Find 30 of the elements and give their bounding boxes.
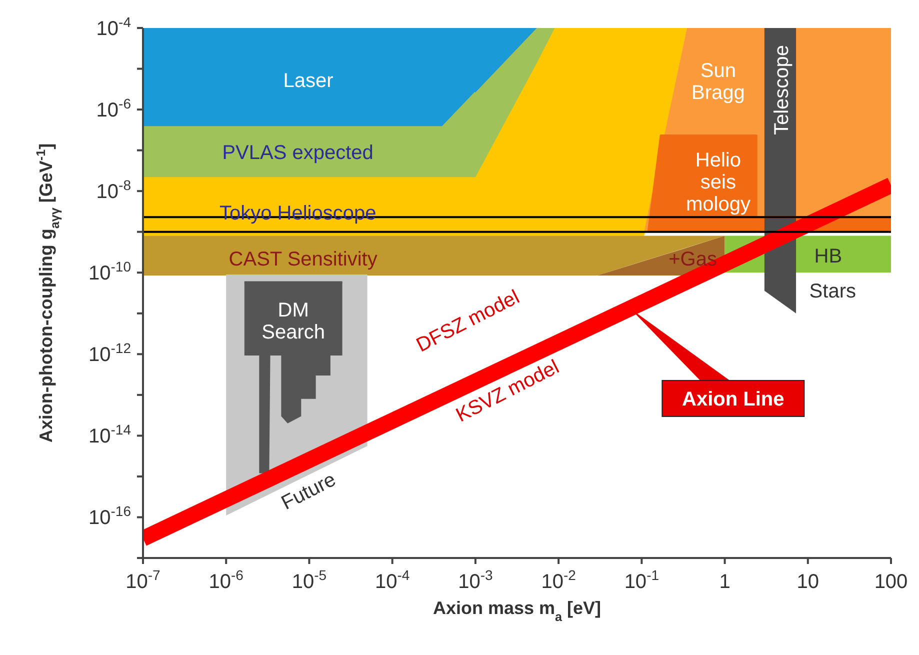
y-tick-label: 10$^{-10}$ bbox=[88, 258, 132, 285]
annotation: DM Search bbox=[262, 300, 326, 344]
annotation: CAST Sensitivity bbox=[228, 248, 378, 271]
annotation: +Gas bbox=[668, 248, 717, 271]
annotation: Sun Bragg bbox=[692, 60, 745, 104]
y-tick-label: 10$^{-6}$ bbox=[96, 96, 132, 122]
annotation: HB bbox=[814, 245, 842, 268]
annotation: Future bbox=[278, 468, 340, 515]
y-tick-label: 10$^{-16}$ bbox=[88, 503, 132, 530]
x-tick-label: 10$^{-7}$ bbox=[126, 567, 161, 593]
x-tick-label: 1 bbox=[719, 571, 730, 593]
x-tick-label: 10$^{-3}$ bbox=[458, 567, 494, 593]
annotation: Helio seis mology bbox=[686, 150, 750, 216]
y-tick-label: 10$^{-4}$ bbox=[96, 14, 132, 40]
x-axis-title: Axion mass m$_{a}$ [eV] bbox=[432, 598, 602, 624]
annotation: Laser bbox=[283, 70, 334, 92]
annotation: Stars bbox=[809, 280, 856, 302]
annotation: Telescope bbox=[771, 44, 794, 136]
x-tick-label: 100 bbox=[874, 571, 908, 593]
y-tick-label: 10$^{-14}$ bbox=[88, 422, 132, 448]
x-tick-label: 10$^{-5}$ bbox=[292, 567, 327, 593]
x-tick-label: 10$^{-1}$ bbox=[624, 567, 660, 593]
annotation: Axion Line bbox=[682, 388, 784, 410]
x-tick-label: 10 bbox=[796, 571, 820, 593]
y-tick-label: 10$^{-8}$ bbox=[96, 177, 132, 204]
x-tick-label: 10$^{-4}$ bbox=[374, 567, 410, 593]
x-tick-label: 10$^{-2}$ bbox=[541, 567, 576, 593]
annotation: PVLAS expected bbox=[222, 142, 374, 164]
y-tick-label: 10$^{-12}$ bbox=[88, 340, 132, 366]
x-tick-label: 10$^{-6}$ bbox=[208, 567, 244, 593]
